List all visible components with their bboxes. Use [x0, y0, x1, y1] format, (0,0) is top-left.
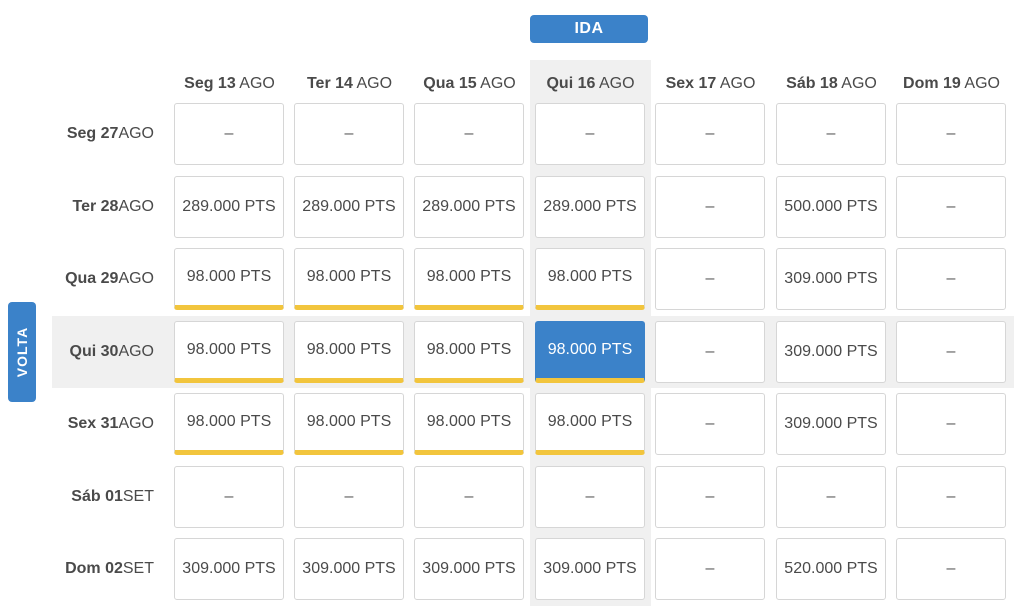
fare-cell[interactable]: 289.000 PTS [174, 176, 284, 238]
column-header-month: AGO [480, 75, 516, 92]
fare-cell[interactable]: 309.000 PTS [294, 538, 404, 600]
fare-cell-unavailable: – [414, 466, 524, 528]
fare-cell[interactable]: 289.000 PTS [535, 176, 645, 238]
row-header-day: Ter 28 [72, 198, 119, 215]
fare-cell-unavailable: – [294, 103, 404, 165]
column-header-day: Sex 17 [665, 75, 717, 92]
row-header-return-date: Qui 30 AGO [40, 321, 154, 383]
fare-cell[interactable]: 98.000 PTS [414, 393, 524, 455]
row-header-return-date: Ter 28 AGO [40, 176, 154, 238]
volta-label: VOLTA [8, 302, 36, 402]
fare-cell-unavailable: – [896, 103, 1006, 165]
column-header-day: Qua 15 [423, 75, 477, 92]
fare-cell[interactable]: 309.000 PTS [414, 538, 524, 600]
fare-cell[interactable]: 309.000 PTS [776, 321, 886, 383]
fare-cell[interactable]: 98.000 PTS [535, 248, 645, 310]
fare-cell[interactable]: 500.000 PTS [776, 176, 886, 238]
column-header-day: Qui 16 [546, 75, 596, 92]
fare-cell-unavailable: – [535, 466, 645, 528]
row-header-day: Qua 29 [65, 270, 119, 287]
fare-cell-unavailable: – [896, 248, 1006, 310]
fare-cell-unavailable: – [655, 393, 765, 455]
row-header-return-date: Dom 02 SET [40, 538, 154, 600]
fare-cell-unavailable: – [896, 393, 1006, 455]
fare-cell-unavailable: – [776, 466, 886, 528]
fare-cell[interactable]: 309.000 PTS [776, 248, 886, 310]
column-header-month: AGO [356, 75, 393, 92]
row-header-day: Dom 02 [65, 560, 123, 577]
fare-cell[interactable]: 98.000 PTS [294, 248, 404, 310]
fare-cell-selected[interactable]: 98.000 PTS [535, 321, 645, 383]
column-header-month: AGO [719, 75, 756, 92]
fare-cell-unavailable: – [294, 466, 404, 528]
fare-cell-unavailable: – [655, 466, 765, 528]
fare-cell-unavailable: – [896, 176, 1006, 238]
fare-cell[interactable]: 309.000 PTS [535, 538, 645, 600]
row-header-return-date: Qua 29 AGO [40, 248, 154, 310]
fare-cell[interactable]: 98.000 PTS [174, 321, 284, 383]
row-header-day: Sex 31 [67, 415, 119, 432]
fare-cell[interactable]: 98.000 PTS [294, 321, 404, 383]
row-header-month: AGO [118, 415, 154, 432]
fare-cell[interactable]: 309.000 PTS [776, 393, 886, 455]
fare-cell-unavailable: – [655, 176, 765, 238]
column-header-outbound-date: Qua 15 AGO [409, 75, 530, 95]
volta-label-text: VOLTA [14, 326, 30, 378]
row-header-month: AGO [118, 343, 154, 360]
row-header-month: AGO [118, 270, 154, 287]
fare-cell[interactable]: 289.000 PTS [294, 176, 404, 238]
column-header-day: Seg 13 [184, 75, 236, 92]
fare-cell-unavailable: – [174, 103, 284, 165]
fare-cell[interactable]: 98.000 PTS [414, 321, 524, 383]
fare-cell-unavailable: – [655, 103, 765, 165]
fare-cell-unavailable: – [776, 103, 886, 165]
fare-cell-unavailable: – [896, 466, 1006, 528]
fare-cell-unavailable: – [655, 248, 765, 310]
fare-cell[interactable]: 98.000 PTS [174, 393, 284, 455]
fare-cell-unavailable: – [174, 466, 284, 528]
fare-cell[interactable]: 98.000 PTS [414, 248, 524, 310]
fare-cell[interactable]: 98.000 PTS [174, 248, 284, 310]
ida-label: IDA [530, 15, 648, 43]
fare-cell[interactable]: 309.000 PTS [174, 538, 284, 600]
fare-cell[interactable]: 98.000 PTS [535, 393, 645, 455]
column-header-day: Dom 19 [903, 75, 961, 92]
column-header-month: AGO [598, 75, 635, 92]
column-header-month: AGO [841, 75, 877, 92]
fare-cell[interactable]: 98.000 PTS [294, 393, 404, 455]
column-header-day: Sáb 18 [786, 75, 838, 92]
column-header-outbound-date: Seg 13 AGO [169, 75, 290, 95]
fare-cell-unavailable: – [535, 103, 645, 165]
row-header-return-date: Sáb 01 SET [40, 466, 154, 528]
column-header-month: AGO [239, 75, 275, 92]
fare-cell[interactable]: 520.000 PTS [776, 538, 886, 600]
fare-cell-unavailable: – [896, 538, 1006, 600]
row-header-month: AGO [118, 198, 154, 215]
column-header-outbound-date: Sex 17 AGO [650, 75, 771, 95]
column-header-day: Ter 14 [306, 75, 353, 92]
column-header-outbound-date: Qui 16 AGO [530, 75, 651, 95]
fare-cell-unavailable: – [414, 103, 524, 165]
column-header-outbound-date: Dom 19 AGO [891, 75, 1012, 95]
row-header-month: AGO [118, 125, 154, 142]
column-header-outbound-date: Sáb 18 AGO [771, 75, 892, 95]
column-header-outbound-date: Ter 14 AGO [289, 75, 410, 95]
fare-cell-unavailable: – [655, 321, 765, 383]
row-header-day: Qui 30 [69, 343, 119, 360]
fare-cell[interactable]: 289.000 PTS [414, 176, 524, 238]
row-header-month: SET [122, 560, 154, 577]
row-header-day: Sáb 01 [71, 488, 123, 505]
column-header-month: AGO [964, 75, 1000, 92]
row-header-return-date: Seg 27 AGO [40, 103, 154, 165]
fare-cell-unavailable: – [896, 321, 1006, 383]
fare-cell-unavailable: – [655, 538, 765, 600]
row-header-day: Seg 27 [66, 125, 119, 142]
row-header-month: SET [122, 488, 154, 505]
row-header-return-date: Sex 31 AGO [40, 393, 154, 455]
